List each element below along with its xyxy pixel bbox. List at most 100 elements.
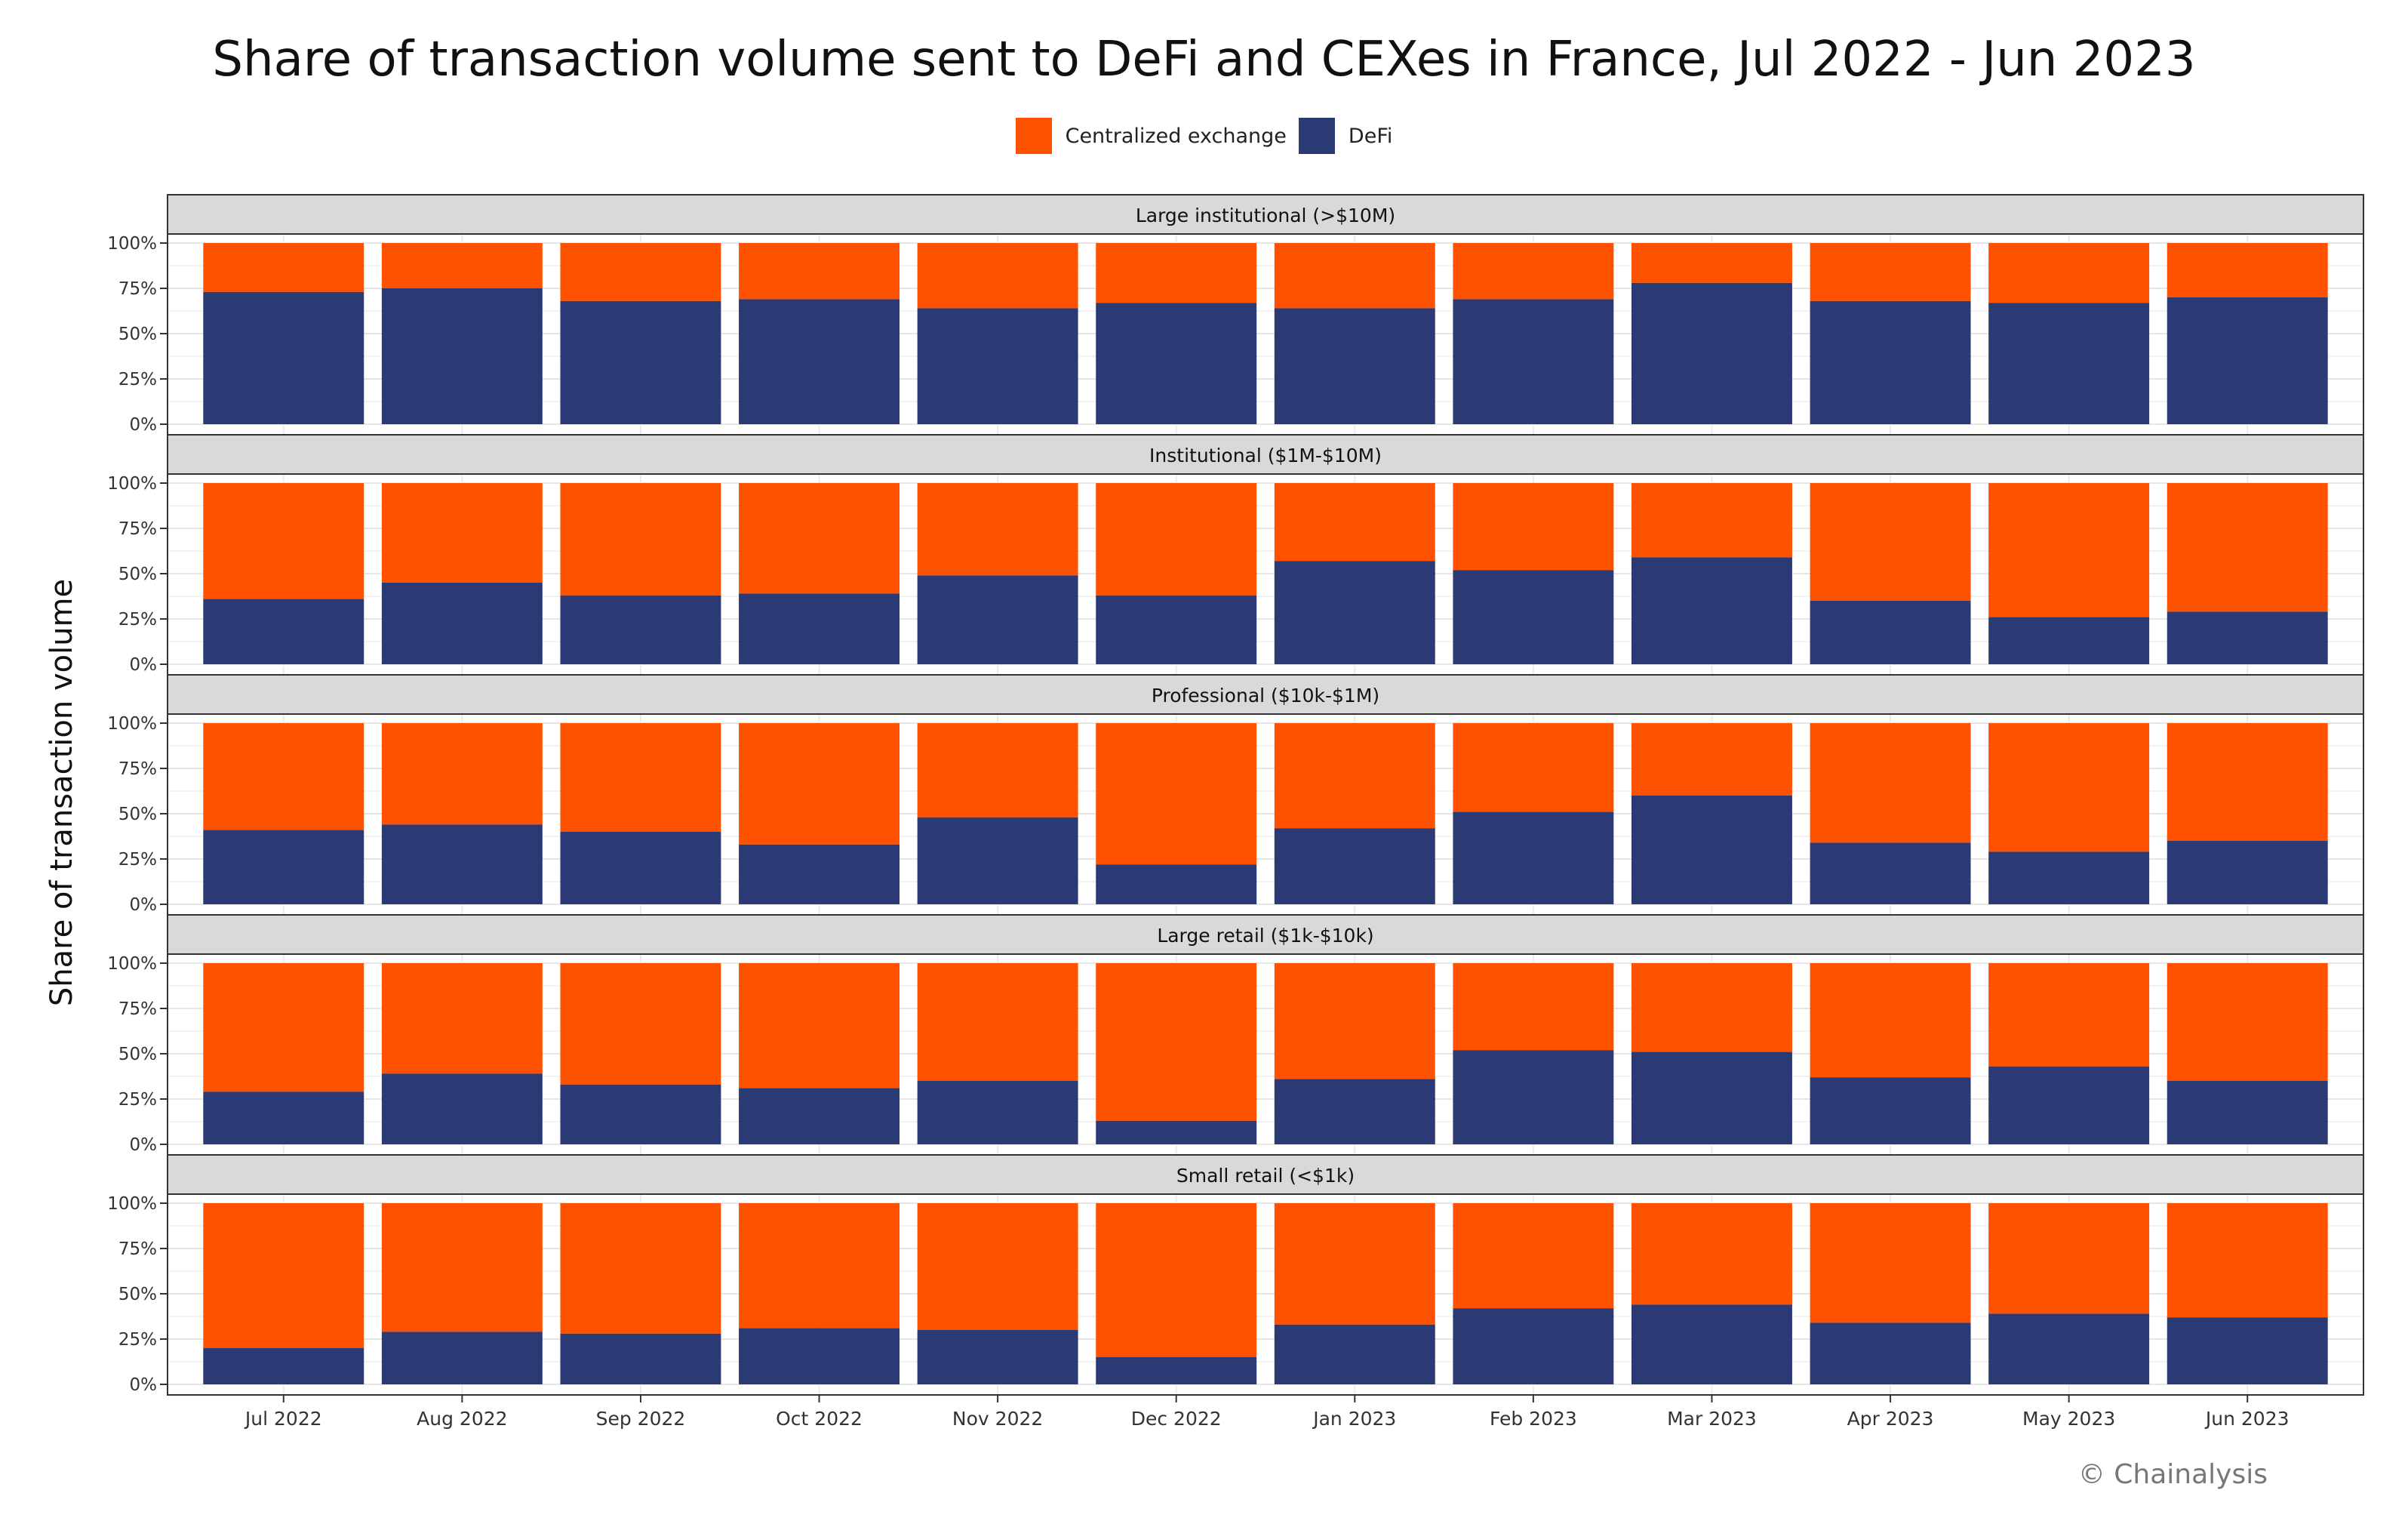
bar-defi	[560, 300, 721, 424]
y-tick-label: 50%	[118, 565, 157, 584]
bar-cex	[2167, 483, 2328, 612]
bar-defi	[739, 299, 900, 424]
y-tick-label: 75%	[118, 759, 157, 779]
legend-label-cex: Centralized exchange	[1065, 124, 1287, 148]
bar-defi	[1096, 1357, 1257, 1384]
y-tick-label: 75%	[118, 519, 157, 539]
bar-cex	[1631, 1203, 1792, 1305]
bar-defi	[1631, 1051, 1792, 1144]
bar-defi	[1274, 308, 1435, 424]
bar-defi	[381, 1332, 543, 1384]
chart-title: Share of transaction volume sent to DeFi…	[212, 32, 2196, 88]
bar-defi	[1274, 828, 1435, 904]
bar-cex	[1631, 963, 1792, 1052]
bar-cex	[1096, 723, 1257, 865]
bar-cex	[2167, 963, 2328, 1081]
bar-defi	[203, 830, 364, 904]
facet-strip	[167, 674, 2364, 715]
bar-cex	[1631, 243, 1792, 283]
y-tick-label: 0%	[130, 1375, 158, 1395]
bar-defi	[917, 1330, 1078, 1384]
bar-cex	[203, 723, 364, 830]
bar-defi	[1274, 561, 1435, 664]
x-tick-label: Feb 2023	[1490, 1408, 1577, 1430]
bar-cex	[1988, 1203, 2150, 1314]
facet-strip	[167, 1154, 2364, 1195]
bar-defi	[739, 1328, 900, 1384]
bar-cex	[381, 963, 543, 1074]
x-tick-label: Apr 2023	[1847, 1408, 1934, 1430]
legend-item-cex: Centralized exchange	[1015, 118, 1287, 154]
facet-label: Institutional ($1M-$10M)	[1149, 445, 1382, 466]
y-tick-label: 0%	[130, 655, 158, 675]
bar-defi	[381, 1073, 543, 1144]
credit-text: © Chainalysis	[2077, 1459, 2268, 1490]
bar-cex	[203, 483, 364, 599]
x-tick-label: Nov 2022	[952, 1408, 1043, 1430]
bar-defi	[1631, 282, 1792, 424]
bar-cex	[381, 243, 543, 288]
y-tick-label: 50%	[118, 325, 157, 344]
bar-defi	[560, 832, 721, 904]
bar-cex	[2167, 243, 2328, 297]
bar-defi	[1453, 299, 1614, 424]
bar-defi	[1631, 796, 1792, 904]
bar-cex	[1274, 483, 1435, 562]
bar-cex	[560, 1203, 721, 1334]
bar-cex	[1274, 723, 1435, 829]
bar-defi	[1988, 851, 2150, 904]
bar-cex	[1988, 723, 2150, 852]
bar-defi	[1810, 601, 1971, 664]
x-tick-label: Dec 2022	[1131, 1408, 1222, 1430]
bar-defi	[917, 575, 1078, 664]
bar-defi	[2167, 1317, 2328, 1384]
x-tick-label: Mar 2023	[1667, 1408, 1757, 1430]
bar-defi	[1453, 570, 1614, 664]
bar-defi	[1453, 1050, 1614, 1144]
y-tick-label: 100%	[107, 714, 157, 734]
bar-defi	[1810, 300, 1971, 424]
bar-cex	[1274, 1203, 1435, 1325]
bar-cex	[1453, 963, 1614, 1051]
bar-defi	[2167, 297, 2328, 424]
x-tick-label: Sep 2022	[596, 1408, 686, 1430]
legend-label-defi: DeFi	[1348, 124, 1393, 148]
x-tick-label: Jul 2022	[244, 1408, 322, 1430]
bar-cex	[1810, 723, 1971, 843]
legend-swatch-cex	[1015, 118, 1052, 154]
y-tick-label: 0%	[130, 415, 158, 435]
y-tick-label: 50%	[118, 1285, 157, 1304]
bar-defi	[739, 593, 900, 664]
facet-label: Professional ($10k-$1M)	[1152, 685, 1379, 707]
y-tick-label: 100%	[107, 234, 157, 254]
y-tick-label: 25%	[118, 850, 157, 870]
bar-cex	[1631, 483, 1792, 558]
bar-cex	[1988, 243, 2150, 303]
bar-defi	[1631, 1304, 1792, 1384]
bar-defi	[917, 817, 1078, 904]
bar-cex	[739, 723, 900, 845]
legend-item-defi: DeFi	[1298, 118, 1393, 154]
y-tick-label: 0%	[130, 895, 158, 915]
bar-cex	[2167, 1203, 2328, 1318]
facet-label: Large institutional (>$10M)	[1136, 205, 1395, 226]
x-tick-label: Oct 2022	[776, 1408, 863, 1430]
bar-defi	[381, 824, 543, 904]
bar-defi	[1988, 1313, 2150, 1384]
bar-cex	[1453, 483, 1614, 571]
bar-cex	[1453, 723, 1614, 812]
bar-cex	[917, 723, 1078, 817]
y-tick-label: 50%	[118, 1045, 157, 1064]
bar-defi	[1096, 1120, 1257, 1144]
facet-strip	[167, 194, 2364, 235]
bar-cex	[560, 723, 721, 832]
y-tick-label: 75%	[118, 1239, 157, 1259]
bar-cex	[381, 483, 543, 583]
bar-cex	[739, 243, 900, 300]
x-tick-label: May 2023	[2022, 1408, 2115, 1430]
bar-cex	[1810, 1203, 1971, 1323]
bar-defi	[739, 1088, 900, 1144]
bar-cex	[1096, 963, 1257, 1121]
y-tick-label: 25%	[118, 1330, 157, 1350]
